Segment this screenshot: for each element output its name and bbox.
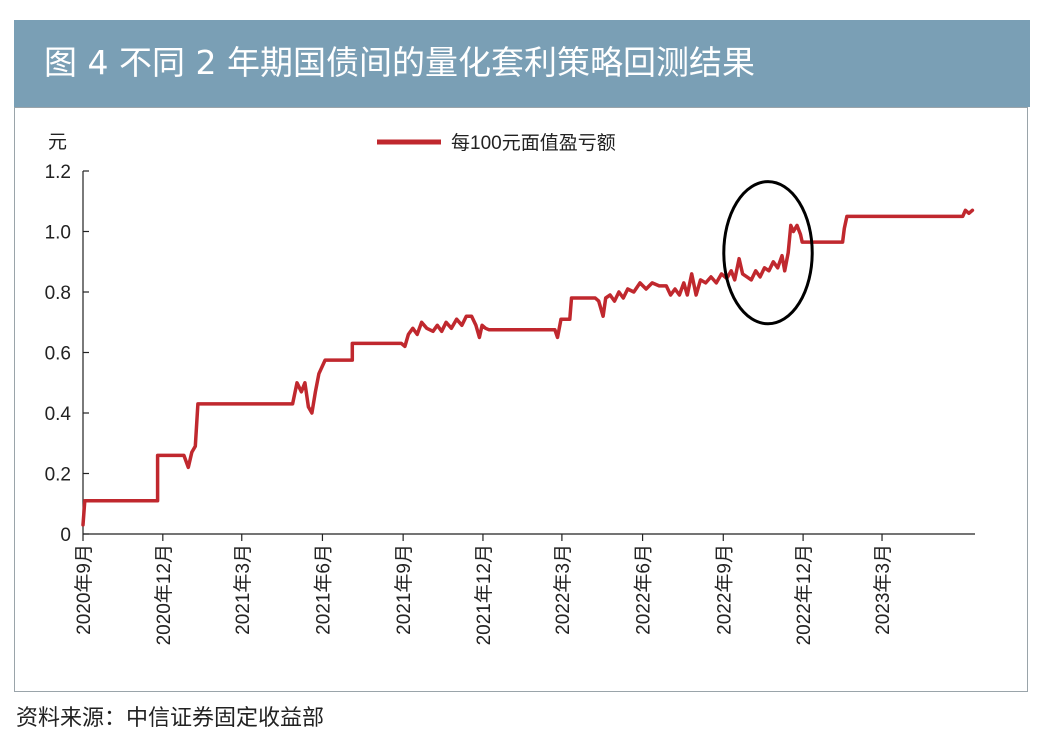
- figure-header: 图 4 不同 2 年期国债间的量化套利策略回测结果: [14, 20, 1030, 107]
- x-tick-label: 2022年12月: [793, 544, 815, 645]
- x-tick-label: 2022年9月: [713, 544, 735, 635]
- series-line: [81, 208, 975, 527]
- source-note: 资料来源：中信证券固定收益部: [16, 706, 325, 731]
- y-tick-label: 1.0: [45, 223, 71, 244]
- y-tick-label: 0.6: [45, 344, 71, 365]
- figure-title: 图 4 不同 2 年期国债间的量化套利策略回测结果: [44, 43, 755, 82]
- y-tick-label: 0.4: [45, 404, 72, 425]
- legend-label: 每100元面值盈亏额: [451, 132, 616, 154]
- x-tick-label: 2021年3月: [232, 544, 254, 635]
- x-tick-label: 2020年9月: [73, 544, 95, 635]
- y-tick-label: 0.8: [45, 283, 71, 304]
- chart-frame: [14, 107, 1028, 692]
- x-tick-label: 2023年3月: [872, 544, 894, 635]
- x-tick-label: 2020年12月: [153, 544, 175, 645]
- y-tick-label: 0.2: [45, 465, 71, 486]
- x-tick-label: 2022年3月: [552, 544, 574, 635]
- y-tick-label: 1.2: [45, 162, 71, 183]
- y-tick-label: 0: [60, 525, 71, 546]
- x-tick-label: 2021年6月: [312, 544, 334, 635]
- x-tick-label: 2021年9月: [393, 544, 415, 635]
- x-tick-label: 2022年6月: [633, 544, 655, 635]
- y-axis-label: 元: [48, 132, 67, 153]
- x-tick-label: 2021年12月: [473, 544, 495, 645]
- highlight-ellipse: [722, 180, 814, 326]
- chart-legend: 每100元面值盈亏额: [377, 132, 616, 154]
